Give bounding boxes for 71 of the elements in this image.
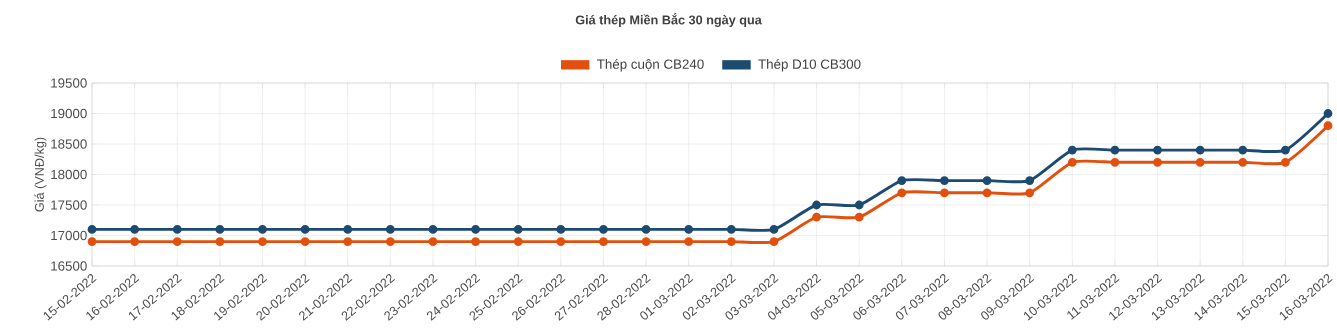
- point: [641, 237, 651, 247]
- y-tick-label: 18000: [51, 169, 87, 180]
- point: [1153, 157, 1162, 167]
- y-tick-label: 17500: [51, 200, 87, 210]
- point: [599, 237, 608, 247]
- point: [854, 200, 864, 210]
- point: [812, 200, 821, 210]
- chart-title: Giá thép Miền Bắc 30 ngày qua: [575, 13, 762, 27]
- point: [1025, 176, 1035, 186]
- point: [684, 225, 694, 234]
- point: [769, 225, 779, 234]
- point: [982, 188, 992, 198]
- y-tick-label: 17000: [51, 230, 87, 241]
- point: [215, 225, 225, 234]
- point: [1153, 145, 1162, 155]
- point: [87, 225, 97, 234]
- legend-label: Thép cuộn CB240: [597, 58, 704, 72]
- point: [1195, 145, 1205, 155]
- point: [897, 188, 907, 198]
- point: [854, 212, 864, 222]
- point: [726, 237, 736, 247]
- point: [300, 225, 310, 234]
- point: [1110, 157, 1120, 167]
- point: [684, 237, 694, 247]
- point: [513, 237, 523, 247]
- point: [343, 237, 353, 247]
- point: [1110, 145, 1120, 155]
- point: [1238, 157, 1248, 167]
- point: [471, 237, 480, 247]
- point: [812, 212, 821, 222]
- point: [769, 237, 779, 247]
- legend-label: Thép D10 CB300: [758, 58, 861, 72]
- point: [172, 237, 182, 247]
- point: [385, 237, 395, 247]
- point: [1238, 145, 1248, 155]
- point: [897, 176, 907, 186]
- point: [940, 176, 949, 186]
- point: [982, 176, 992, 186]
- y-tick-label: 16500: [51, 261, 87, 271]
- y-tick-label: 19500: [51, 78, 87, 88]
- point: [87, 237, 97, 247]
- point: [599, 225, 608, 234]
- y-tick-label: 19000: [51, 108, 87, 119]
- point: [1067, 145, 1077, 155]
- point: [556, 225, 566, 234]
- point: [1280, 157, 1290, 167]
- point: [1067, 157, 1077, 167]
- point: [1280, 145, 1290, 155]
- point: [130, 237, 140, 247]
- point: [258, 237, 267, 247]
- point: [726, 225, 736, 234]
- point: [428, 225, 438, 234]
- point: [130, 225, 140, 234]
- point: [428, 237, 438, 247]
- point: [258, 225, 267, 234]
- point: [513, 225, 523, 234]
- point: [172, 225, 182, 234]
- point: [940, 188, 949, 198]
- y-tick-label: 18500: [51, 139, 87, 149]
- point: [1195, 157, 1205, 167]
- point: [471, 225, 480, 234]
- y-axis-title: Giá (VNĐ/kg): [34, 137, 47, 212]
- point: [343, 225, 353, 234]
- point: [641, 225, 651, 234]
- point: [300, 237, 310, 247]
- point: [556, 237, 566, 247]
- point: [1025, 188, 1035, 198]
- point: [1323, 121, 1333, 131]
- point: [215, 237, 225, 247]
- point: [1323, 109, 1333, 118]
- point: [385, 225, 395, 234]
